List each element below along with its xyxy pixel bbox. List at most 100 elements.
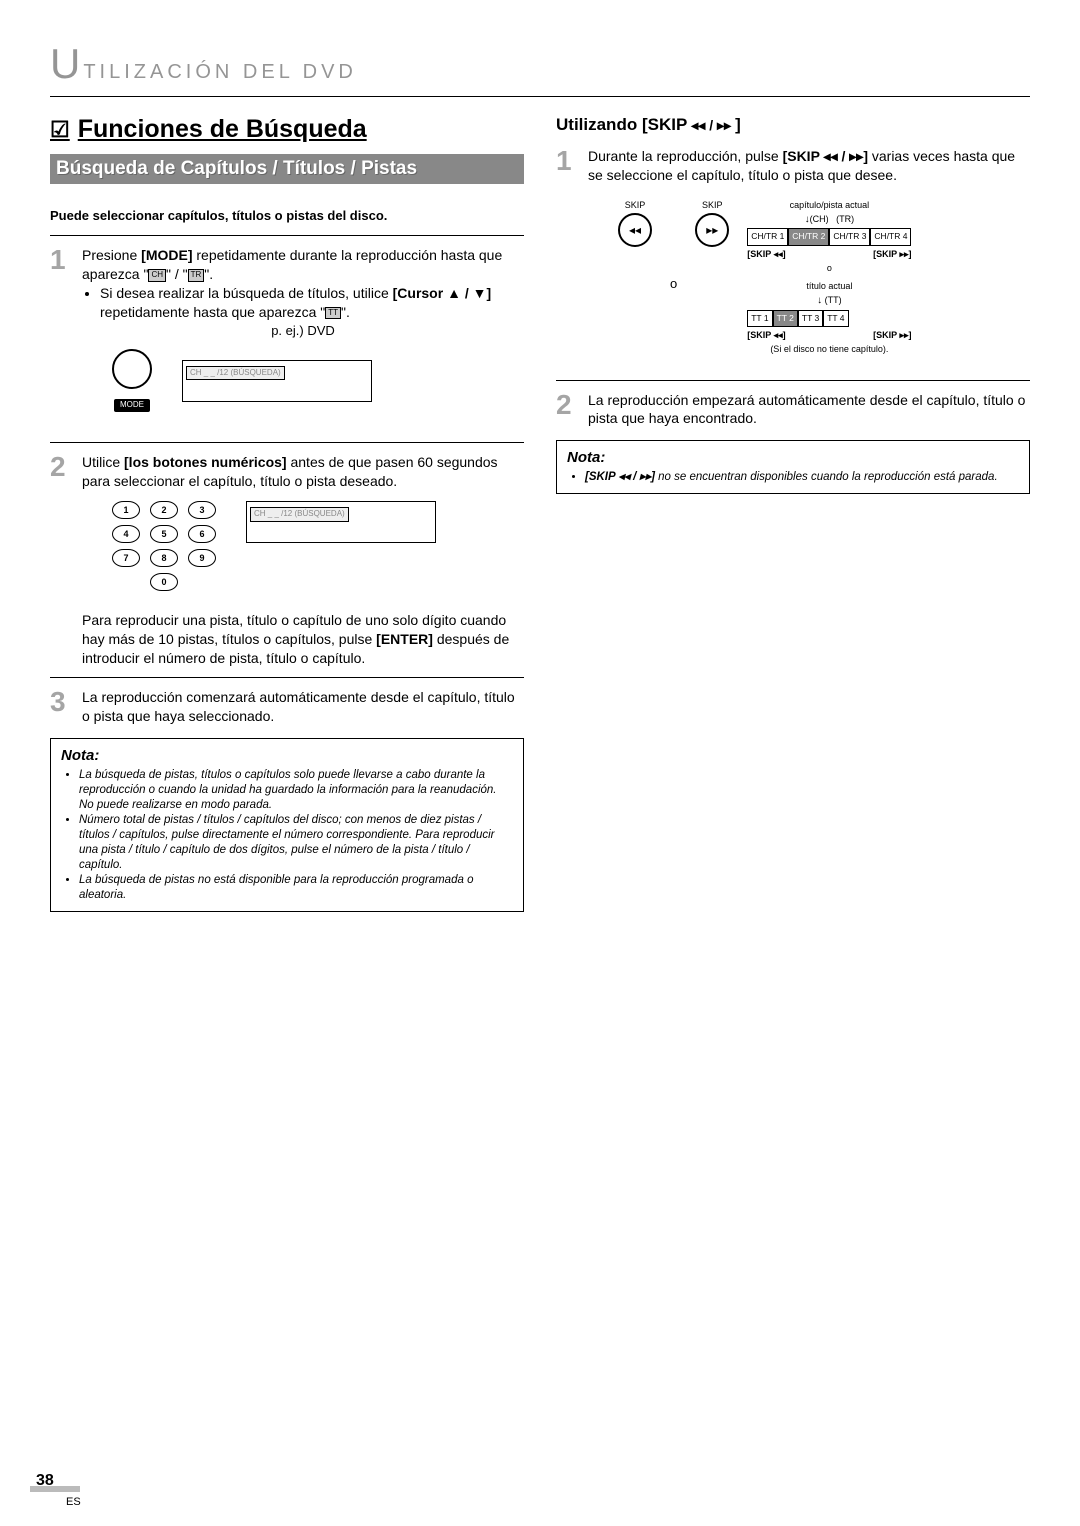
text: ". xyxy=(341,304,350,320)
paragraph: Para reproducir una pista, título o capí… xyxy=(82,611,524,668)
cell-current: CH/TR 2 xyxy=(788,228,829,245)
skip-labels: [SKIP ◂◂] [SKIP ▸▸] xyxy=(747,329,911,341)
left-column: Funciones de Búsqueda Búsqueda de Capítu… xyxy=(50,115,524,912)
lcd-display: CH _ _ /12 (BÚSQUEDA) xyxy=(246,501,436,543)
text: repetidamente hasta que aparezca " xyxy=(100,304,325,320)
tt-box: TT xyxy=(325,307,341,320)
tt-label: ↓ (TT) xyxy=(747,294,911,308)
skip-next-text: [SKIP ▸▸] xyxy=(873,248,911,260)
skip-figure: SKIP ◂◂ o SKIP ▸▸ capítulo/pista actual … xyxy=(618,199,1030,356)
step-1: 1 Presione [MODE] repetidamente durante … xyxy=(50,246,524,432)
step-number: 2 xyxy=(556,391,578,429)
step-body: Presione [MODE] repetidamente durante la… xyxy=(82,246,524,432)
key-4: 4 xyxy=(112,525,140,543)
diagram-note: (Si el disco no tiene capítulo). xyxy=(747,343,911,355)
right-subtitle: Utilizando [SKIP ◂◂ / ▸▸] xyxy=(556,115,1030,135)
language-label: ES xyxy=(66,1496,81,1508)
key-5: 5 xyxy=(150,525,178,543)
text: Durante la reproducción, pulse xyxy=(588,148,783,164)
skip-prev-btn: SKIP ◂◂ xyxy=(618,199,652,249)
separator xyxy=(556,380,1030,381)
nota-box: Nota: La búsqueda de pistas, títulos o c… xyxy=(50,738,524,911)
intro-text: Puede seleccionar capítulos, títulos o p… xyxy=(50,208,524,223)
or-label: o xyxy=(670,261,677,293)
down-arrow-icon: ↓ xyxy=(817,295,822,306)
text: Utilice xyxy=(82,454,124,470)
numeric-buttons-label: [los botones numéricos] xyxy=(124,454,287,470)
nota-item: Número total de pistas / títulos / capít… xyxy=(79,813,513,873)
section-title: Funciones de Búsqueda xyxy=(50,115,524,144)
step-body: La reproducción empezará automáticamente… xyxy=(588,391,1030,429)
step-number: 1 xyxy=(50,246,72,432)
keypad: 1 2 3 4 5 6 7 8 9 0 xyxy=(112,501,216,591)
text: ". xyxy=(204,266,213,282)
section-banner: Búsqueda de Capítulos / Títulos / Pistas xyxy=(50,154,524,184)
mode-label: [MODE] xyxy=(141,247,192,263)
or-center: o xyxy=(747,262,911,274)
separator xyxy=(50,677,524,678)
nota-box-right: Nota: [SKIP ◂◂ / ▸▸] no se encuentran di… xyxy=(556,440,1030,494)
right-step-1: 1 Durante la reproducción, pulse [SKIP ◂… xyxy=(556,147,1030,370)
ch: (CH) xyxy=(810,214,829,224)
skip-next-text: [SKIP ▸▸] xyxy=(873,329,911,341)
nota-item: La búsqueda de pistas no está disponible… xyxy=(79,873,513,903)
text: Presione xyxy=(82,247,141,263)
fig-caption: p. ej.) DVD xyxy=(82,322,524,340)
lcd-text: CH _ _ /12 (BÚSQUEDA) xyxy=(186,366,285,381)
skip-prev-icon: ◂◂ xyxy=(618,213,652,247)
key-6: 6 xyxy=(188,525,216,543)
step-number: 1 xyxy=(556,147,578,370)
cell: CH/TR 1 xyxy=(747,228,788,245)
btn-label: SKIP xyxy=(618,199,652,211)
skip-labels: [SKIP ◂◂] [SKIP ▸▸] xyxy=(747,248,911,260)
chapter-row: CH/TR 1 CH/TR 2 CH/TR 3 CH/TR 4 xyxy=(747,228,911,245)
skip-prev-text: [SKIP ◂◂] xyxy=(747,329,785,341)
bullet: Si desea realizar la búsqueda de títulos… xyxy=(100,284,524,322)
key-8: 8 xyxy=(150,549,178,567)
title-label: título actual xyxy=(747,280,911,292)
cell: TT 3 xyxy=(798,310,823,327)
tr-box: TR xyxy=(188,269,205,282)
nota-title: Nota: xyxy=(567,449,1019,466)
separator xyxy=(50,235,524,236)
lcd-display: CH _ _ /12 (BÚSQUEDA) xyxy=(182,360,372,402)
track-diagram: capítulo/pista actual ↓ (CH) (TR) CH/TR 1… xyxy=(747,199,911,356)
enter-label: [ENTER] xyxy=(376,631,433,647)
key-1: 1 xyxy=(112,501,140,519)
nota-item: La búsqueda de pistas, títulos o capítul… xyxy=(79,768,513,813)
key-2: 2 xyxy=(150,501,178,519)
skip-label: [SKIP ◂◂ / ▸▸] xyxy=(783,148,868,164)
figure-row: 1 2 3 4 5 6 7 8 9 0 CH _ _ /12 (BÚSQUEDA… xyxy=(112,501,524,591)
title-row: TT 1 TT 2 TT 3 TT 4 xyxy=(747,310,911,327)
page-number: 38 xyxy=(36,1472,54,1490)
key-9: 9 xyxy=(188,549,216,567)
skip-next-btn: SKIP ▸▸ xyxy=(695,199,729,249)
figure-row: MODE CH _ _ /12 (BÚSQUEDA) xyxy=(112,349,524,412)
cell: CH/TR 4 xyxy=(870,228,911,245)
top-label: capítulo/pista actual xyxy=(747,199,911,211)
skip-bold: [SKIP ◂◂ / ▸▸] xyxy=(585,471,655,483)
lcd-text: CH _ _ /12 (BÚSQUEDA) xyxy=(250,507,349,522)
cell: TT 1 xyxy=(747,310,772,327)
tr: (TR) xyxy=(836,214,854,224)
text: " / " xyxy=(166,266,188,282)
cell-current: TT 2 xyxy=(773,310,798,327)
cell: TT 4 xyxy=(823,310,848,327)
header-bigletter: U xyxy=(50,40,81,88)
text: Utilizando [SKIP xyxy=(556,115,687,135)
step-body: Utilice [los botones numéricos] antes de… xyxy=(82,453,524,667)
mode-circle-icon xyxy=(112,349,152,389)
cursor-label: [Cursor ▲ / ▼] xyxy=(393,285,492,301)
nota-title: Nota: xyxy=(61,747,513,764)
skip-next-icon: ▸▸ xyxy=(695,213,729,247)
step-body: Durante la reproducción, pulse [SKIP ◂◂ … xyxy=(588,147,1030,370)
tt: (TT) xyxy=(825,295,842,305)
header-rest: TILIZACIÓN DEL DVD xyxy=(83,61,357,84)
header-rule xyxy=(50,96,1030,97)
step-number: 2 xyxy=(50,453,72,667)
ch-box: CH xyxy=(148,269,166,282)
right-column: Utilizando [SKIP ◂◂ / ▸▸] 1 Durante la r… xyxy=(556,115,1030,912)
mode-button-fig: MODE xyxy=(112,349,152,412)
step-body: La reproducción comenzará automáticament… xyxy=(82,688,524,726)
step-2: 2 Utilice [los botones numéricos] antes … xyxy=(50,453,524,667)
